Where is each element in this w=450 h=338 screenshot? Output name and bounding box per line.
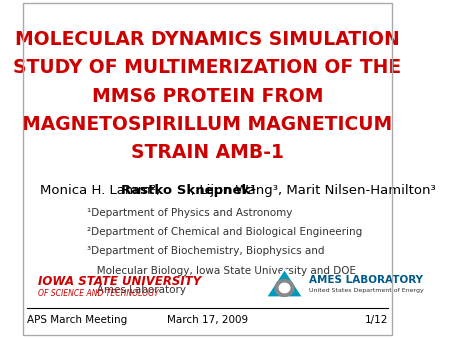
Text: ¹Department of Physics and Astronomy: ¹Department of Physics and Astronomy <box>87 208 292 218</box>
Text: Molecular Biology, Iowa State University and DOE: Molecular Biology, Iowa State University… <box>87 266 356 276</box>
Text: MAGNETOSPIRILLUM MAGNETICUM: MAGNETOSPIRILLUM MAGNETICUM <box>22 115 393 134</box>
Text: , Lijun Wang³, Marit Nilsen-Hamilton³: , Lijun Wang³, Marit Nilsen-Hamilton³ <box>191 184 435 197</box>
Text: STRAIN AMB-1: STRAIN AMB-1 <box>131 143 284 162</box>
Text: Ames Laboratory: Ames Laboratory <box>87 285 186 295</box>
Circle shape <box>279 283 290 293</box>
Text: March 17, 2009: March 17, 2009 <box>167 315 248 325</box>
Text: Rastko Sknepnek¹: Rastko Sknepnek¹ <box>121 184 256 197</box>
Text: MOLECULAR DYNAMICS SIMULATION: MOLECULAR DYNAMICS SIMULATION <box>15 30 400 49</box>
Text: 1/12: 1/12 <box>364 315 388 325</box>
Text: OF SCIENCE AND TECHNOLOGY: OF SCIENCE AND TECHNOLOGY <box>38 289 159 298</box>
Text: AMES LABORATORY: AMES LABORATORY <box>309 275 423 286</box>
Text: IOWA STATE UNIVERSITY: IOWA STATE UNIVERSITY <box>38 275 202 288</box>
Text: Monica H. Lamm²,: Monica H. Lamm², <box>40 184 165 197</box>
Text: STUDY OF MULTIMERIZATION OF THE: STUDY OF MULTIMERIZATION OF THE <box>14 58 401 77</box>
Text: ²Department of Chemical and Biological Engineering: ²Department of Chemical and Biological E… <box>87 227 363 237</box>
Circle shape <box>275 280 294 296</box>
Polygon shape <box>266 269 303 297</box>
Text: APS March Meeting: APS March Meeting <box>27 315 127 325</box>
Text: MMS6 PROTEIN FROM: MMS6 PROTEIN FROM <box>92 87 323 105</box>
Text: ³Department of Biochemistry, Biophysics and: ³Department of Biochemistry, Biophysics … <box>87 246 325 257</box>
Text: United States Department of Energy: United States Department of Energy <box>309 288 423 293</box>
